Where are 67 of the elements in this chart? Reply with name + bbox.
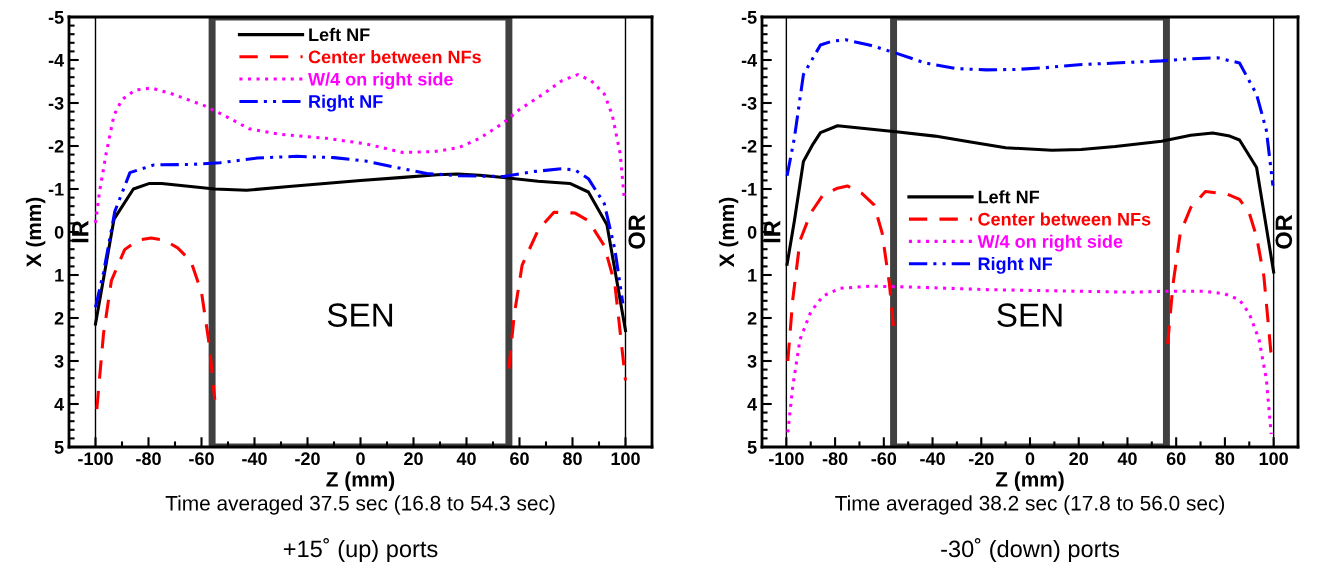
y-tick-label: -2 [48,139,64,153]
x-tick-label: -20 [968,452,994,466]
x-tick-label: 60 [1166,452,1186,466]
legend-label: Right NF [978,256,1053,274]
y-tick-label: 1 [748,269,757,282]
line-series [93,73,626,225]
text: +15˚ (up) ports [283,538,438,562]
y-tick-label: -5 [48,11,64,24]
y-tick-label: 2 [54,311,64,325]
x-tick-label: -60 [871,452,897,466]
band-label: OR [628,214,646,249]
x-tick-label: 100 [1259,452,1288,466]
y-tick-label: 0 [747,225,757,239]
x-tick-label: 20 [1069,452,1089,466]
y-tick-label: 4 [54,398,65,411]
x-axis-title: Z (mm) [326,471,395,491]
band-label: OR [1275,214,1293,249]
y-axis-title: X (mm) [718,197,739,268]
line-series [785,38,1275,188]
x-tick-label: -60 [189,452,214,466]
y-tick-label: 4 [747,398,758,411]
band-label: SEN [997,303,1062,327]
x-tick-label: 100 [611,452,640,466]
x-tick-label: 80 [1215,452,1235,466]
line-series [786,284,1273,436]
x-tick-label: -80 [136,452,161,466]
x-tick-label: 0 [356,452,365,466]
legend-label: W/4 on right side [977,234,1123,252]
y-tick-label: -5 [741,11,757,24]
x-tick-label: 40 [1117,452,1137,466]
x-tick-label: -20 [295,452,320,466]
x-tick-label: -100 [78,452,113,466]
y-tick-label: -2 [741,139,757,153]
y-tick-label: 1 [55,269,64,282]
band-label: SEN [327,303,393,327]
x-tick-label: 20 [404,452,423,466]
y-tick-label: 5 [54,441,64,454]
x-tick-label: 0 [1025,452,1035,466]
text: -30˚ (down) ports [941,538,1120,562]
legend-label: Center between NFs [978,212,1151,226]
y-tick-label: -1 [741,183,757,196]
y-tick-label: -3 [741,96,757,110]
x-tick-label: -80 [822,452,848,466]
x-axis-title: Z (mm) [995,471,1064,491]
x-tick-label: 40 [456,452,476,466]
x-tick-label: -40 [242,452,267,466]
legend-label: Left NF [978,190,1040,204]
y-tick-label: -1 [48,183,64,196]
x-tick-label: 80 [563,452,582,466]
legend-label: Center between NFs [308,50,481,64]
y-tick-label: -4 [741,54,758,67]
y-tick-label: 3 [54,354,64,368]
y-tick-label: 5 [747,441,757,454]
y-tick-label: 2 [747,311,757,325]
text: Time averaged 38.2 sec (17.8 to 56.0 sec) [835,495,1225,515]
y-tick-label: 0 [54,225,64,239]
x-tick-label: -40 [920,452,945,466]
y-tick-label: 3 [747,354,757,368]
legend-label: Right NF [309,94,383,112]
y-tick-label: -3 [48,96,64,110]
text: Time averaged 37.5 sec (16.8 to 54.3 sec) [165,495,555,515]
y-tick-label: -4 [48,54,65,67]
x-tick-label: -100 [769,452,804,466]
legend-label: W/4 on right side [308,72,453,90]
y-axis-title: X (mm) [25,197,46,268]
x-tick-label: 60 [510,452,529,466]
legend-label: Left NF [309,27,370,42]
